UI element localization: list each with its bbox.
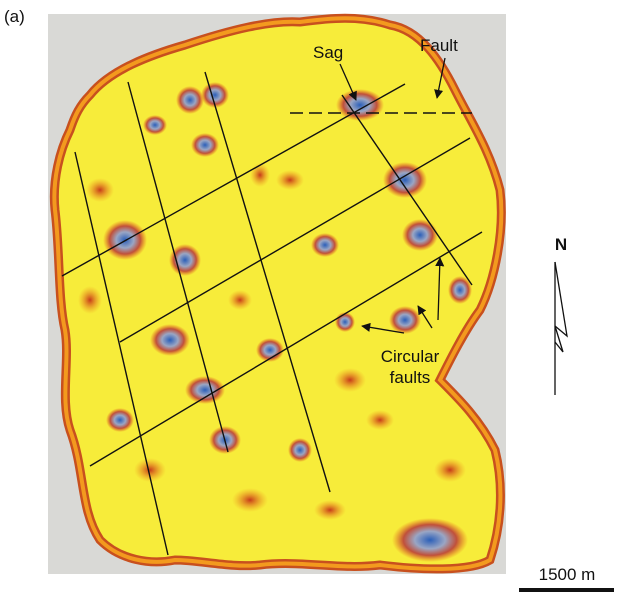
page: {"panel_label": "(a)", "annotations": {"…: [0, 0, 619, 595]
north-arrow: N: [555, 235, 567, 395]
fault-label: Fault: [420, 36, 458, 55]
circular-faults-label: faults: [390, 368, 431, 387]
circular-faults-label: Circular: [381, 347, 440, 366]
scale-label: 1500 m: [539, 565, 596, 584]
scale-bar: 1500 m: [519, 565, 614, 590]
figure: (a) Sag Fault Circular faults N 1500 m: [0, 0, 619, 595]
sag-label: Sag: [313, 43, 343, 62]
north-label: N: [555, 235, 567, 254]
attribute-map: [54, 18, 501, 569]
panel-label: (a): [4, 7, 25, 26]
